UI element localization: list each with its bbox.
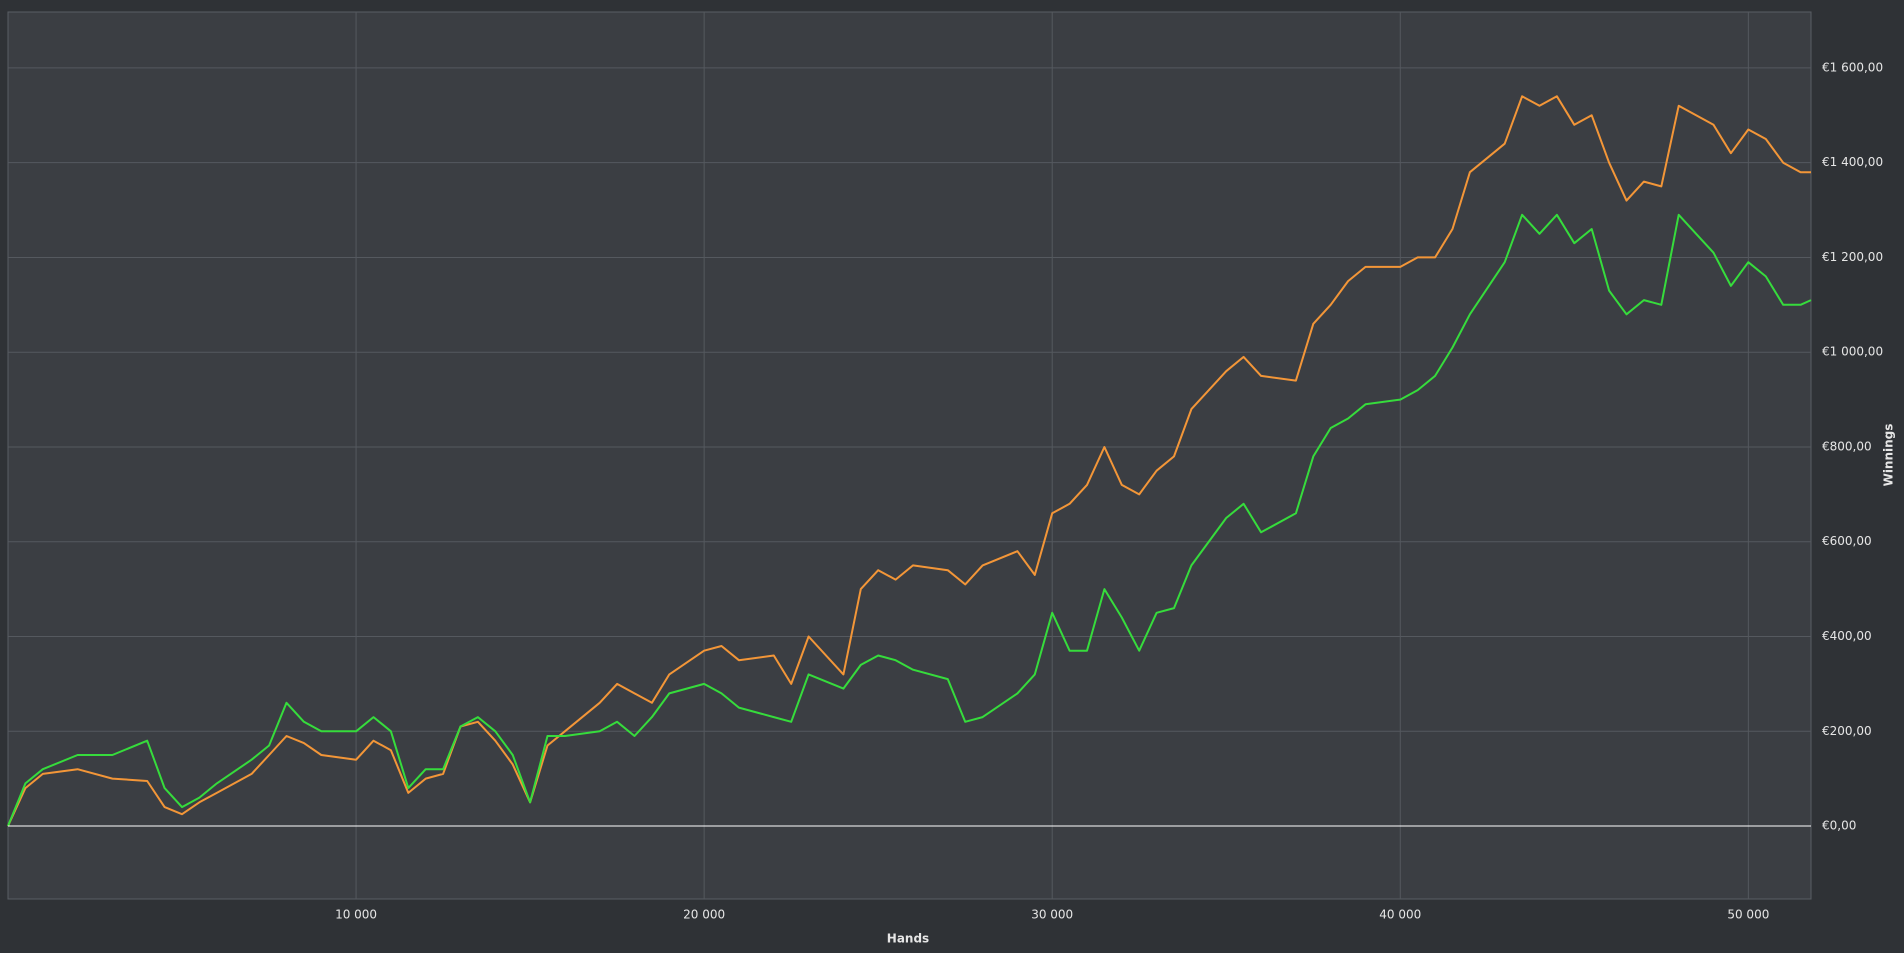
y-tick-label: €1 000,00 bbox=[1822, 345, 1883, 359]
y-tick-label: €0,00 bbox=[1822, 819, 1856, 833]
y-tick-label: €800,00 bbox=[1822, 439, 1872, 453]
y-axis-title: Winnings bbox=[1882, 424, 1896, 487]
y-tick-label: €1 400,00 bbox=[1822, 155, 1883, 169]
x-axis-title: Hands bbox=[887, 932, 929, 946]
x-tick-label: 10 000 bbox=[335, 908, 377, 922]
series-line bbox=[7, 95, 1811, 827]
y-tick-label: €400,00 bbox=[1822, 629, 1872, 643]
x-tick-label: 20 000 bbox=[683, 908, 725, 922]
x-tick-label: 50 000 bbox=[1727, 908, 1769, 922]
y-tick-label: €600,00 bbox=[1822, 534, 1872, 548]
y-tick-label: €200,00 bbox=[1822, 724, 1872, 738]
y-tick-label: €1 600,00 bbox=[1822, 60, 1883, 74]
x-tick-label: 30 000 bbox=[1031, 908, 1073, 922]
plot-area bbox=[7, 11, 1812, 900]
series-line bbox=[7, 213, 1812, 827]
y-tick-label: €1 200,00 bbox=[1822, 250, 1883, 264]
x-tick-label: 40 000 bbox=[1379, 908, 1421, 922]
